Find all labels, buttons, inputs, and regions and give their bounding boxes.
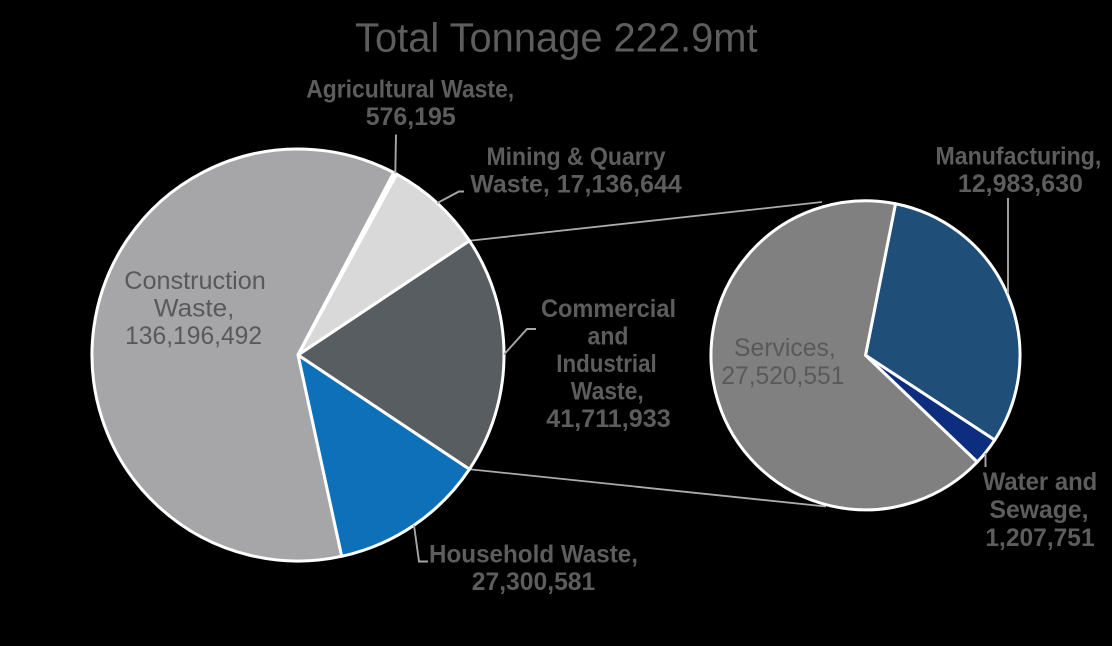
svg-text:Services,: Services, [734, 334, 836, 362]
svg-text:Construction: Construction [124, 267, 266, 295]
svg-text:Commercial: Commercial [541, 295, 676, 323]
svg-text:Household Waste,: Household Waste, [429, 541, 638, 569]
svg-text:Sewage,: Sewage, [990, 496, 1089, 524]
svg-text:Agricultural Waste,: Agricultural Waste, [306, 76, 514, 104]
svg-text:Water and: Water and [983, 468, 1098, 496]
svg-text:12,983,630: 12,983,630 [958, 170, 1083, 198]
svg-text:Waste,: Waste, [571, 378, 644, 406]
svg-text:41,711,933: 41,711,933 [546, 405, 671, 433]
svg-text:1,207,751: 1,207,751 [985, 524, 1094, 552]
svg-text:and: and [588, 323, 629, 351]
svg-text:27,520,551: 27,520,551 [721, 362, 844, 390]
svg-text:Manufacturing,: Manufacturing, [936, 142, 1102, 170]
svg-text:27,300,581: 27,300,581 [472, 568, 596, 596]
svg-text:Waste,: Waste, [154, 295, 235, 323]
svg-text:576,195: 576,195 [366, 103, 456, 131]
svg-text:Waste, 17,136,644: Waste, 17,136,644 [470, 170, 682, 198]
svg-text:136,196,492: 136,196,492 [125, 322, 262, 350]
svg-text:Mining & Quarry: Mining & Quarry [487, 143, 666, 171]
svg-text:Total Tonnage 222.9mt: Total Tonnage 222.9mt [355, 15, 758, 61]
svg-text:Industrial: Industrial [556, 350, 657, 378]
